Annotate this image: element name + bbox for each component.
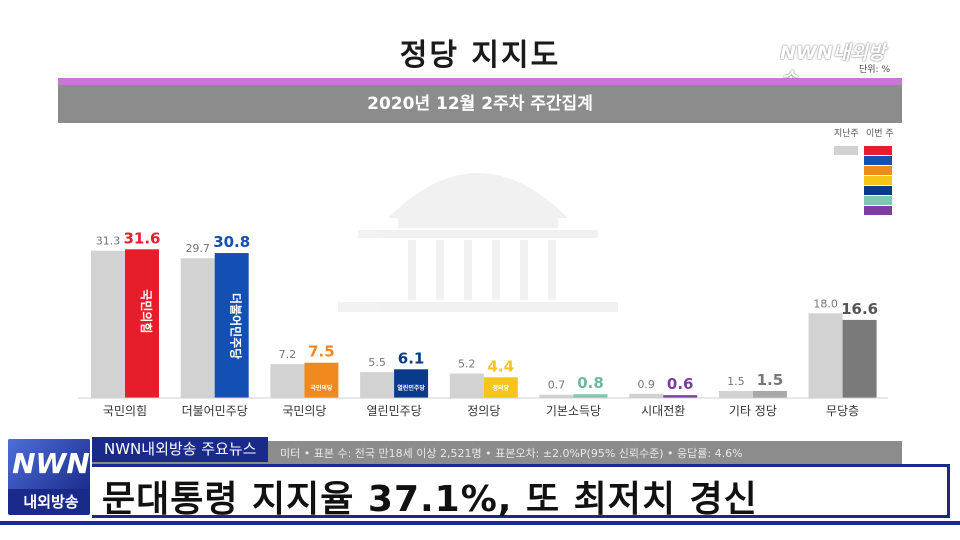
legend-swatch [864, 176, 892, 185]
category-label: 기본소득당 [546, 404, 601, 418]
bar-this-week [842, 319, 877, 398]
value-label-this-week: 30.8 [213, 233, 250, 251]
category-label: 더불어민주당 [182, 404, 248, 418]
category-label: 무당층 [826, 404, 859, 418]
value-label-this-week: 0.8 [577, 374, 604, 392]
title-divider [58, 78, 902, 85]
bar-last-week [718, 390, 753, 398]
legend-swatch [864, 156, 892, 165]
legend-swatch [864, 186, 892, 195]
bar-last-week [808, 313, 843, 398]
party-logo-label: 더불어민주당 [229, 293, 244, 359]
nwn-logo: NWN 내외방송 [6, 437, 92, 517]
party-logo-label: 국민의힘 [139, 289, 154, 333]
bar-this-week [663, 395, 698, 398]
category-label: 국민의당 [282, 404, 326, 418]
bar-this-week [752, 390, 787, 398]
value-label-last-week: 31.3 [96, 235, 121, 248]
category-label: 정의당 [467, 404, 500, 418]
category-label: 기타 정당 [729, 404, 777, 418]
category-label: 국민의힘 [103, 404, 147, 418]
bar-this-week [125, 249, 159, 398]
value-label-last-week: 7.2 [279, 348, 297, 361]
party-logo-label: 정의당 [493, 384, 510, 392]
value-label-last-week: 1.5 [727, 375, 745, 388]
value-label-last-week: 5.5 [368, 356, 386, 369]
bar-last-week [270, 364, 305, 398]
category-label: 열린민주당 [366, 404, 421, 418]
bar-last-week [91, 250, 125, 398]
logo-sub-text: 내외방송 [23, 493, 79, 511]
value-label-last-week: 0.9 [637, 378, 655, 391]
headline-bar: 문대통령 지지율 37.1%, 또 최저치 경신 [92, 464, 950, 520]
value-label-this-week: 6.1 [398, 349, 425, 367]
legend-swatch [864, 196, 892, 205]
chart-title: 정당 지지도 [399, 38, 561, 73]
party-logo-label: 열린민주당 [397, 384, 425, 392]
building-watermark-icon [338, 173, 618, 312]
value-label-last-week: 29.7 [185, 242, 210, 255]
bar-this-week [573, 394, 608, 398]
bar-last-week [449, 373, 484, 398]
value-label-last-week: 5.2 [458, 358, 476, 371]
headline-text: 문대통령 지지율 37.1%, 또 최저치 경신 [102, 479, 758, 520]
value-label-this-week: 0.6 [667, 375, 694, 393]
bar-this-week [483, 377, 518, 398]
legend-swatch [864, 146, 892, 155]
legend: 지난주 이번 주 [828, 126, 898, 221]
value-label-this-week: 16.6 [841, 300, 878, 318]
legend-swatch [864, 206, 892, 215]
chart-panel: 정당 지지도 NWN내외방송 단위: % 2020년 12월 2주차 주간집계 … [58, 18, 902, 468]
bar-this-week [304, 362, 339, 398]
bar-last-week [360, 372, 395, 398]
value-label-this-week: 31.6 [123, 229, 160, 247]
legend-last-week-label: 지난주 [834, 129, 859, 139]
unit-label: 단위: % [858, 65, 890, 75]
legend-swatch [864, 166, 892, 175]
bottom-rule [0, 521, 960, 525]
party-logo-label: 국민의당 [310, 384, 333, 392]
logo-swoosh-icon [8, 439, 90, 489]
bar-this-week [394, 369, 429, 398]
value-label-last-week: 0.7 [548, 379, 566, 392]
value-label-this-week: 7.5 [308, 343, 335, 361]
period-banner: 2020년 12월 2주차 주간집계 [58, 85, 902, 123]
bar-last-week [629, 393, 664, 398]
category-label: 시대전환 [641, 404, 685, 418]
news-tag: NWN내외방송 주요뉴스 [92, 437, 269, 462]
bar-this-week [214, 253, 249, 398]
value-label-this-week: 1.5 [757, 371, 784, 389]
legend-this-week-label: 이번 주 [866, 129, 894, 139]
legend-last-week-swatch [834, 146, 858, 155]
value-label-last-week: 18.0 [813, 297, 838, 310]
value-label-this-week: 4.4 [488, 357, 515, 375]
logo-main-text: NWN [12, 447, 90, 480]
bar-last-week [180, 258, 215, 398]
bar-last-week [539, 394, 574, 398]
